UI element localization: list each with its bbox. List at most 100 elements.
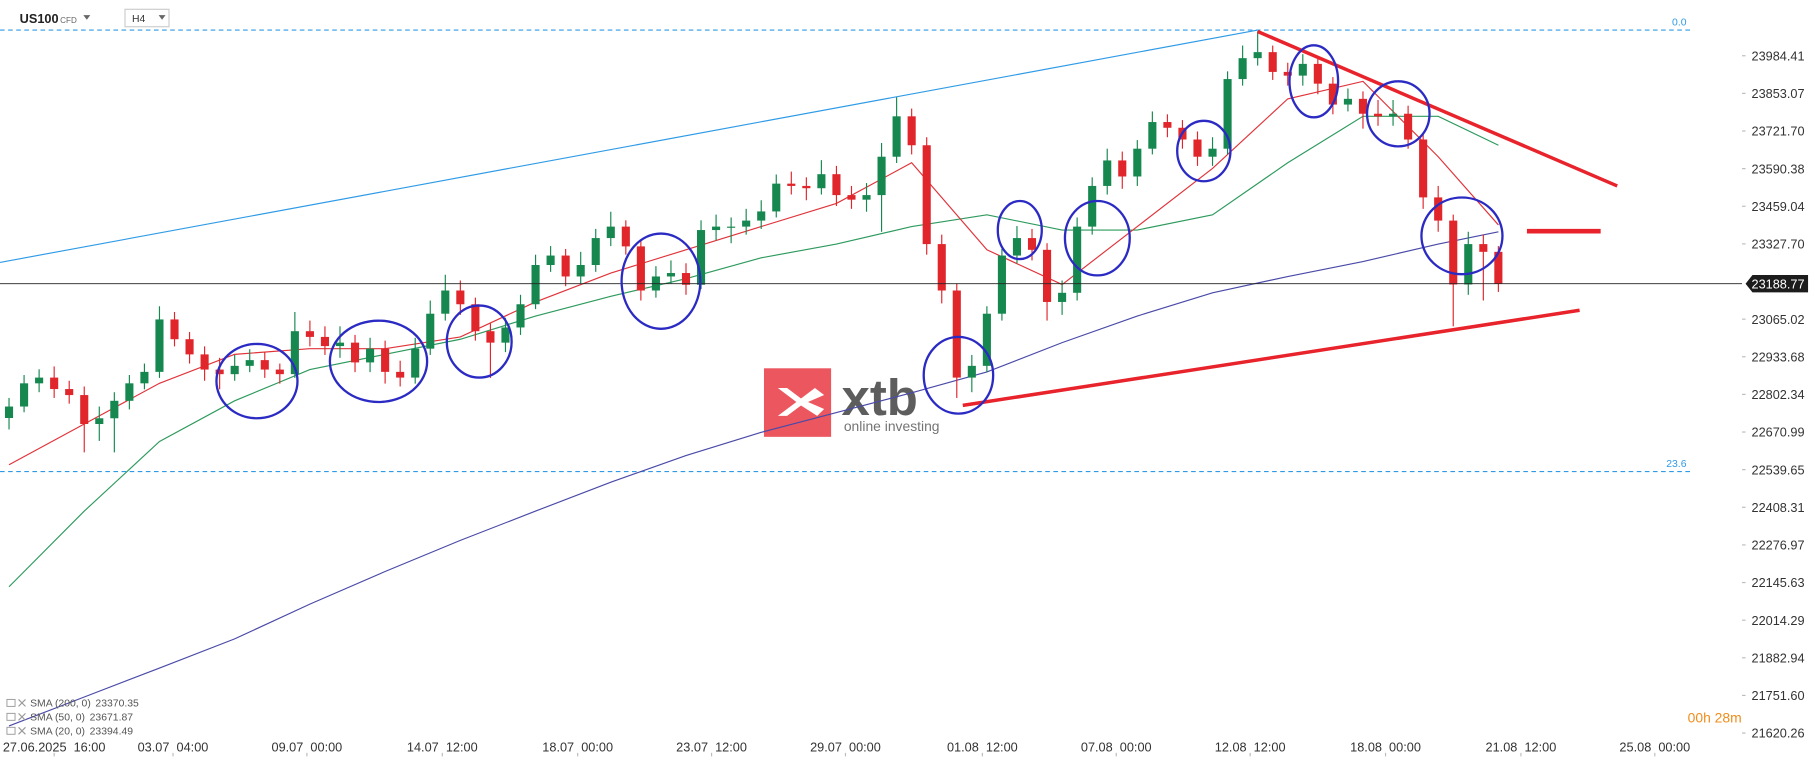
candle-body: [1343, 98, 1352, 105]
legend-icon: [6, 726, 16, 735]
candle-body: [937, 244, 946, 291]
legend-icon: [6, 698, 16, 707]
candle-body: [1103, 160, 1112, 186]
y-tick-label: 22539.65: [1751, 462, 1804, 477]
axes: 23984.41 23853.07 23721.70 23590.38 23459.04…: [3, 0, 1815, 761]
y-tick-label: 22670.99: [1751, 425, 1804, 440]
candle-body: [200, 354, 209, 370]
candle-body: [1419, 139, 1428, 198]
y-tick-label: 22276.97: [1751, 538, 1804, 553]
fib-level-label: 23.6: [1666, 459, 1686, 470]
highlight-ellipse: [1063, 199, 1131, 277]
candle-body: [80, 395, 89, 425]
price-axis-bg: [1742, 0, 1815, 761]
candle-body: [411, 348, 420, 378]
timeframe: H4: [132, 14, 146, 25]
y-tick-label: 22802.34: [1751, 387, 1804, 402]
candle-body: [471, 304, 480, 332]
candle-body: [531, 265, 540, 305]
y-tick-label: 23590.38: [1751, 161, 1804, 176]
x-tick-label: 03.07 04:00: [138, 740, 209, 755]
dropdown-arrow[interactable]: [83, 15, 91, 20]
fib-level-label: 0.0: [1672, 17, 1687, 28]
x-tick-label: 25.08 00:00: [1619, 740, 1690, 755]
x-tick-label: 01.08 12:00: [947, 740, 1018, 755]
candle-body: [486, 331, 495, 343]
legend-value: 23370.35: [95, 698, 139, 709]
trend-line: [962, 308, 1580, 408]
header: US100 CFD H4: [20, 8, 170, 28]
candle-body: [1373, 113, 1383, 117]
candle-body: [185, 339, 194, 355]
highlight-ellipse: [1288, 44, 1340, 119]
candle-body: [381, 348, 390, 372]
candle-body: [1494, 251, 1503, 284]
y-tick-label: 23327.70: [1751, 237, 1804, 252]
candle-body: [787, 183, 796, 186]
highlight-ellipse: [1176, 119, 1232, 183]
candle-body: [305, 331, 314, 337]
candle-body: [215, 369, 224, 375]
highlight-ellipse: [328, 319, 429, 404]
candle-body: [1223, 79, 1232, 149]
x-tick-label: 27.06.2025 16:00: [3, 740, 106, 755]
candle-body: [666, 273, 676, 277]
y-tick-label: 23984.41: [1751, 48, 1804, 63]
candle-body: [712, 226, 721, 231]
candle-body: [1193, 139, 1202, 157]
logo: xtb online investing: [763, 368, 940, 437]
highlights: [215, 44, 1504, 420]
candle-body: [1163, 122, 1172, 128]
overlays: 0.0 23.6: [0, 17, 1690, 727]
candle-body: [1358, 98, 1368, 114]
candle-body: [561, 255, 570, 277]
candle-body: [140, 371, 149, 384]
candle-body: [1479, 244, 1488, 252]
candle-body: [832, 174, 841, 196]
candle-body: [847, 195, 856, 200]
legend-value: 23394.49: [90, 726, 134, 737]
logo-brand: xtb: [842, 369, 918, 426]
sma-line: [8, 231, 1499, 727]
candle-timer: 00h 28m: [1688, 710, 1742, 726]
candle-body: [817, 174, 826, 189]
y-tick-label: 23065.02: [1751, 312, 1804, 327]
instrument-type: CFD: [60, 16, 77, 25]
candle-body: [260, 360, 269, 370]
legend-icon: [6, 712, 16, 721]
last-price-label: 23188.77: [1751, 276, 1804, 291]
candle-body: [20, 383, 29, 407]
y-tick-label: 21620.26: [1751, 726, 1804, 741]
candle-body: [997, 255, 1006, 314]
x-tick-label: 23.07 12:00: [676, 740, 747, 755]
drawings: [0, 29, 1743, 408]
candle-body: [727, 226, 736, 228]
candle-body: [1253, 52, 1262, 59]
y-tick-label: 22408.31: [1751, 500, 1804, 515]
candle-body: [1088, 185, 1097, 227]
candle-body: [245, 360, 254, 366]
candle-body: [65, 389, 74, 396]
candle-body: [967, 365, 976, 378]
highlight-ellipse: [620, 232, 702, 330]
candle-body: [1328, 83, 1337, 105]
candle-body: [95, 418, 104, 425]
y-tick-label: 22145.63: [1751, 575, 1804, 590]
candle-body: [862, 195, 871, 200]
candle-body: [952, 290, 961, 378]
legend-remove: [18, 699, 26, 707]
candle-body: [1434, 197, 1443, 221]
highlight-ellipse: [996, 199, 1043, 261]
highlight-ellipse: [1365, 80, 1431, 148]
candle-body: [591, 238, 600, 266]
y-tick-label: 23721.70: [1751, 124, 1804, 139]
dropdown-arrow[interactable]: [158, 15, 166, 20]
timeframe-box[interactable]: [124, 8, 170, 28]
candle-body: [922, 145, 931, 245]
legend-name: SMA (20, 0): [30, 726, 85, 737]
candle-body: [681, 273, 691, 285]
candle-body: [1404, 113, 1413, 140]
candle-body: [576, 265, 585, 277]
